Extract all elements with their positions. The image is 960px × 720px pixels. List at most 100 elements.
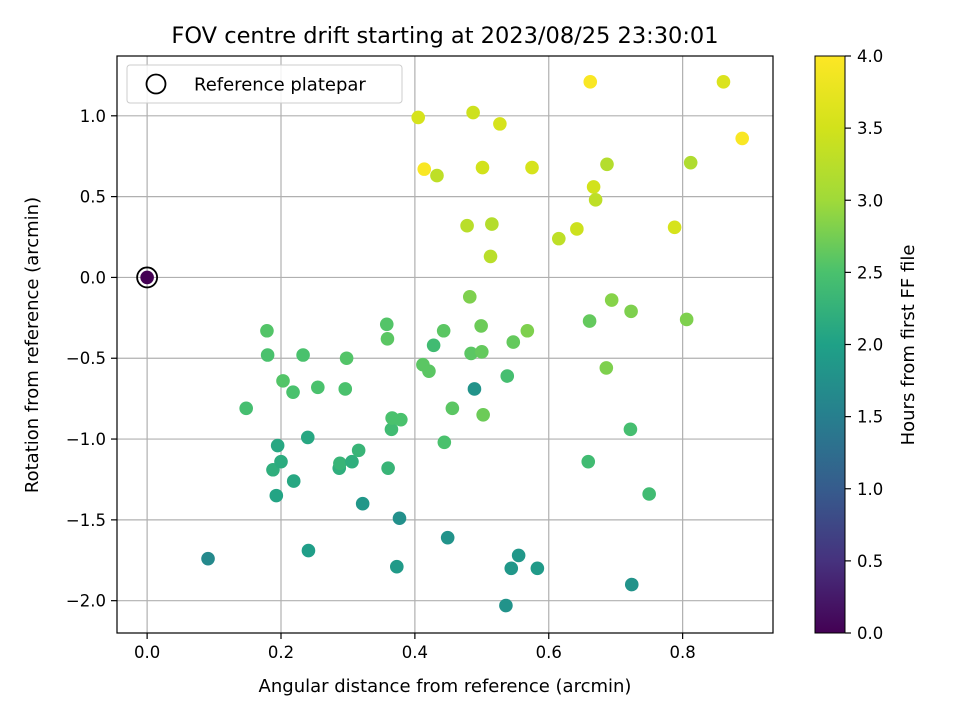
colorbar-tick-label: 0.5: [857, 552, 883, 571]
scatter-point: [623, 422, 638, 437]
scatter-point: [311, 380, 325, 395]
x-tick-label: 0.6: [536, 643, 562, 662]
scatter-point: [679, 312, 694, 327]
scatter-point: [467, 382, 482, 396]
scatter-point: [504, 561, 519, 576]
reference-platepar-marker: [136, 266, 159, 289]
scatter-point: [355, 496, 370, 511]
scatter-point: [604, 293, 619, 307]
scatter-point: [301, 543, 316, 558]
scatter-point: [642, 487, 656, 501]
scatter-point: [462, 290, 477, 304]
scatter-point: [411, 110, 426, 125]
colorbar-tick-label: 1.5: [857, 408, 883, 427]
scatter-point: [296, 348, 310, 362]
legend-entry-label: Reference platepar: [194, 75, 366, 96]
scatter-point: [394, 412, 408, 427]
y-tick-label: −1.0: [66, 430, 106, 449]
scatter-point: [464, 346, 478, 361]
x-tick-label: 0.0: [134, 643, 160, 662]
scatter-point: [430, 168, 444, 183]
scatter-point: [417, 162, 432, 176]
scatter-point: [239, 401, 253, 416]
colorbar-label: Hours from first FF file: [898, 245, 919, 446]
colorbar-gradient: [814, 55, 846, 634]
colorbar-tick-label: 2.0: [857, 336, 883, 355]
scatter-point: [140, 270, 154, 285]
scatter-point: [422, 364, 436, 378]
colorbar-tick-label: 3.0: [857, 191, 883, 210]
legend: Reference platepar: [126, 64, 403, 104]
scatter-point: [384, 422, 399, 437]
scatter-point: [260, 323, 274, 338]
scatter-point: [485, 217, 499, 231]
scatter-point: [475, 160, 490, 175]
legend-box: [126, 64, 403, 104]
scatter-point: [586, 180, 601, 194]
scatter-point: [483, 249, 498, 264]
x-axis-ticks: 0.0 0.2 0.4 0.6 0.8: [134, 633, 696, 662]
scatter-point: [436, 323, 451, 338]
scatter-point: [474, 319, 488, 333]
scatter-point: [530, 561, 545, 576]
colorbar-tick-label: 3.5: [857, 119, 883, 138]
scatter-point: [345, 454, 359, 469]
scatter-point: [381, 461, 395, 475]
colorbar-tick-label: 0.0: [857, 624, 883, 643]
scatter-point: [506, 335, 521, 349]
grid-lines: [117, 56, 773, 633]
scatter-point: [201, 551, 215, 566]
scatter-point: [426, 338, 441, 353]
colorbar-ticks: 0.0 0.5 1.0 1.5 2.0 2.5 3.0 3.5 4.0: [845, 47, 883, 643]
scatter-point: [581, 454, 596, 469]
scatter-point: [600, 157, 614, 172]
scatter-point: [624, 304, 638, 319]
scatter-point: [440, 530, 455, 545]
scatter-point: [270, 438, 285, 453]
y-tick-label: −0.5: [66, 349, 106, 368]
y-axis-ticks: −2.0 −1.5 −1.0 −0.5 0.0 0.5 1.0: [66, 107, 117, 611]
y-tick-label: −2.0: [66, 592, 106, 611]
scatter-point: [437, 435, 452, 450]
x-tick-label: 0.2: [268, 643, 294, 662]
scatter-point: [380, 332, 395, 346]
scatter-point: [588, 193, 603, 207]
scatter-point: [716, 75, 731, 89]
colorbar-tick-label: 2.5: [857, 263, 883, 282]
scatter-point: [379, 317, 394, 332]
scatter-point: [520, 323, 535, 338]
scatter-point: [511, 548, 526, 563]
legend-marker-open-circle: [145, 73, 167, 95]
scatter-point: [624, 577, 639, 592]
scatter-point: [735, 131, 750, 146]
scatter-point: [351, 443, 366, 458]
scatter-point: [493, 117, 507, 131]
scatter-point: [269, 488, 284, 503]
scatter-point: [286, 385, 300, 399]
colorbar-tick-label: 1.0: [857, 480, 883, 499]
y-tick-label: 0.5: [80, 188, 106, 207]
y-tick-label: 1.0: [80, 107, 106, 126]
scatter-point: [583, 75, 598, 89]
scatter-point: [445, 401, 460, 416]
y-tick-label: 0.0: [80, 268, 106, 287]
scatter-point: [276, 374, 290, 388]
scatter-point: [500, 369, 515, 383]
chart-title: FOV centre drift starting at 2023/08/25 …: [171, 23, 718, 49]
scatter-point: [338, 382, 353, 396]
scatter-point: [476, 408, 490, 422]
scatter-point: [274, 454, 288, 469]
scatter-point: [460, 218, 474, 233]
scatter-point: [582, 314, 597, 328]
scatter-point: [286, 474, 301, 488]
scatter-point: [339, 351, 354, 366]
scatter-point: [260, 348, 275, 362]
y-axis-label: Rotation from reference (arcmin): [22, 197, 43, 493]
scatter-point: [570, 222, 584, 236]
scatter-point: [466, 105, 480, 120]
scatter-point: [551, 231, 566, 246]
colorbar-tick-label: 4.0: [857, 47, 883, 66]
scatter-point: [390, 559, 404, 574]
